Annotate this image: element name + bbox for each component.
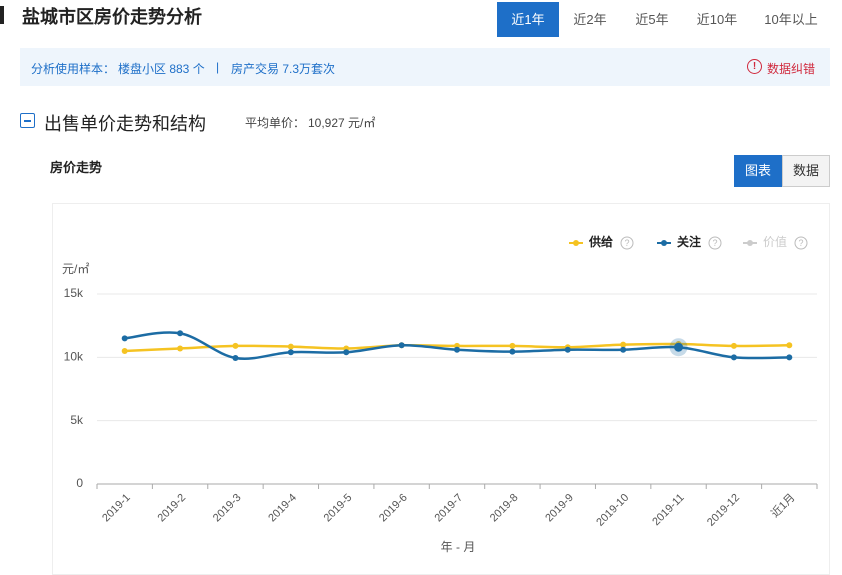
panel-title: 房价走势 [50, 160, 103, 175]
data-point [730, 342, 737, 349]
data-point [121, 335, 128, 342]
x-tick-label: 2019-1 [100, 492, 133, 525]
info-transactions: 房产交易 7.3万套次 [231, 62, 336, 76]
period-tab[interactable]: 近5年 [635, 12, 669, 27]
data-point [730, 354, 737, 361]
info-separator: | [216, 60, 220, 74]
data-point [620, 341, 627, 348]
info-communities: 楼盘小区 883 个 [118, 62, 205, 76]
view-button[interactable]: 图表 [734, 155, 782, 187]
info-bar: 分析使用样本： 楼盘小区 883 个 | 房产交易 7.3万套次 ! 数据纠错 [20, 48, 830, 86]
data-point [509, 348, 516, 355]
info-label: 分析使用样本： [31, 62, 116, 76]
data-point [398, 342, 405, 349]
legend-label: 供给 [588, 234, 613, 249]
help-icon [708, 236, 722, 250]
x-tick-label: 2019-5 [322, 492, 355, 525]
x-tick-label: 2019-9 [543, 492, 576, 525]
report-icon[interactable]: ! [747, 59, 762, 74]
data-point [509, 342, 516, 349]
x-tick-label: 2019-6 [377, 492, 410, 525]
help-icon-mark: ? [798, 238, 803, 248]
data-point [177, 330, 184, 337]
x-tick-label: 2019-11 [650, 492, 686, 528]
period-tab[interactable]: 10年以上 [764, 12, 818, 27]
section-title: 出售单价走势和结构 [44, 114, 206, 134]
page-title: 盐城市区房价走势分析 [22, 7, 202, 27]
data-point [786, 342, 793, 349]
report-link[interactable]: 数据纠错 [767, 62, 816, 76]
y-tick-label: 5k [70, 413, 84, 427]
legend-marker [661, 240, 667, 246]
data-point [786, 354, 793, 361]
x-tick-label: 2019-4 [266, 492, 299, 525]
x-tick-label: 2019-2 [156, 492, 189, 525]
data-point [232, 342, 239, 349]
avg-value: 10,927 元/㎡ [308, 116, 376, 130]
data-point [454, 346, 460, 353]
legend-label-inactive: 价值 [763, 234, 787, 249]
data-point [121, 348, 128, 354]
data-point [287, 343, 294, 350]
data-point [232, 354, 239, 361]
collapse-icon[interactable] [20, 113, 35, 128]
data-point [343, 349, 350, 356]
view-button[interactable]: 数据 [782, 155, 830, 187]
x-tick-label: 近1月 [768, 491, 797, 520]
data-point [674, 342, 684, 352]
data-point [177, 345, 184, 352]
data-point [620, 346, 627, 353]
x-tick-label: 2019-7 [432, 492, 465, 525]
x-tick-label: 2019-10 [594, 492, 631, 529]
period-tab[interactable]: 近2年 [573, 12, 607, 27]
legend-label: 关注 [677, 234, 701, 249]
period-tab[interactable]: 近1年 [497, 2, 559, 37]
legend-marker [747, 240, 753, 246]
title-bar [0, 6, 4, 24]
help-icon [620, 236, 634, 250]
y-tick-label: 10k [64, 350, 84, 364]
period-tab[interactable]: 近10年 [696, 12, 738, 27]
y-tick-label: 0 [76, 476, 83, 490]
data-point [564, 346, 571, 353]
data-point [287, 349, 294, 356]
x-axis-title: 年 - 月 [441, 540, 476, 554]
x-tick-label: 2019-8 [488, 492, 521, 525]
legend-marker [573, 240, 579, 246]
help-icon-mark: ? [624, 238, 629, 248]
x-tick-label: 2019-3 [211, 492, 244, 525]
x-tick-label: 2019-12 [705, 492, 742, 529]
avg-label: 平均单价： [245, 116, 306, 130]
y-unit: 元/㎡ [62, 262, 89, 276]
y-tick-label: 15k [64, 286, 84, 300]
help-icon [794, 236, 808, 250]
help-icon-mark: ? [712, 238, 717, 248]
